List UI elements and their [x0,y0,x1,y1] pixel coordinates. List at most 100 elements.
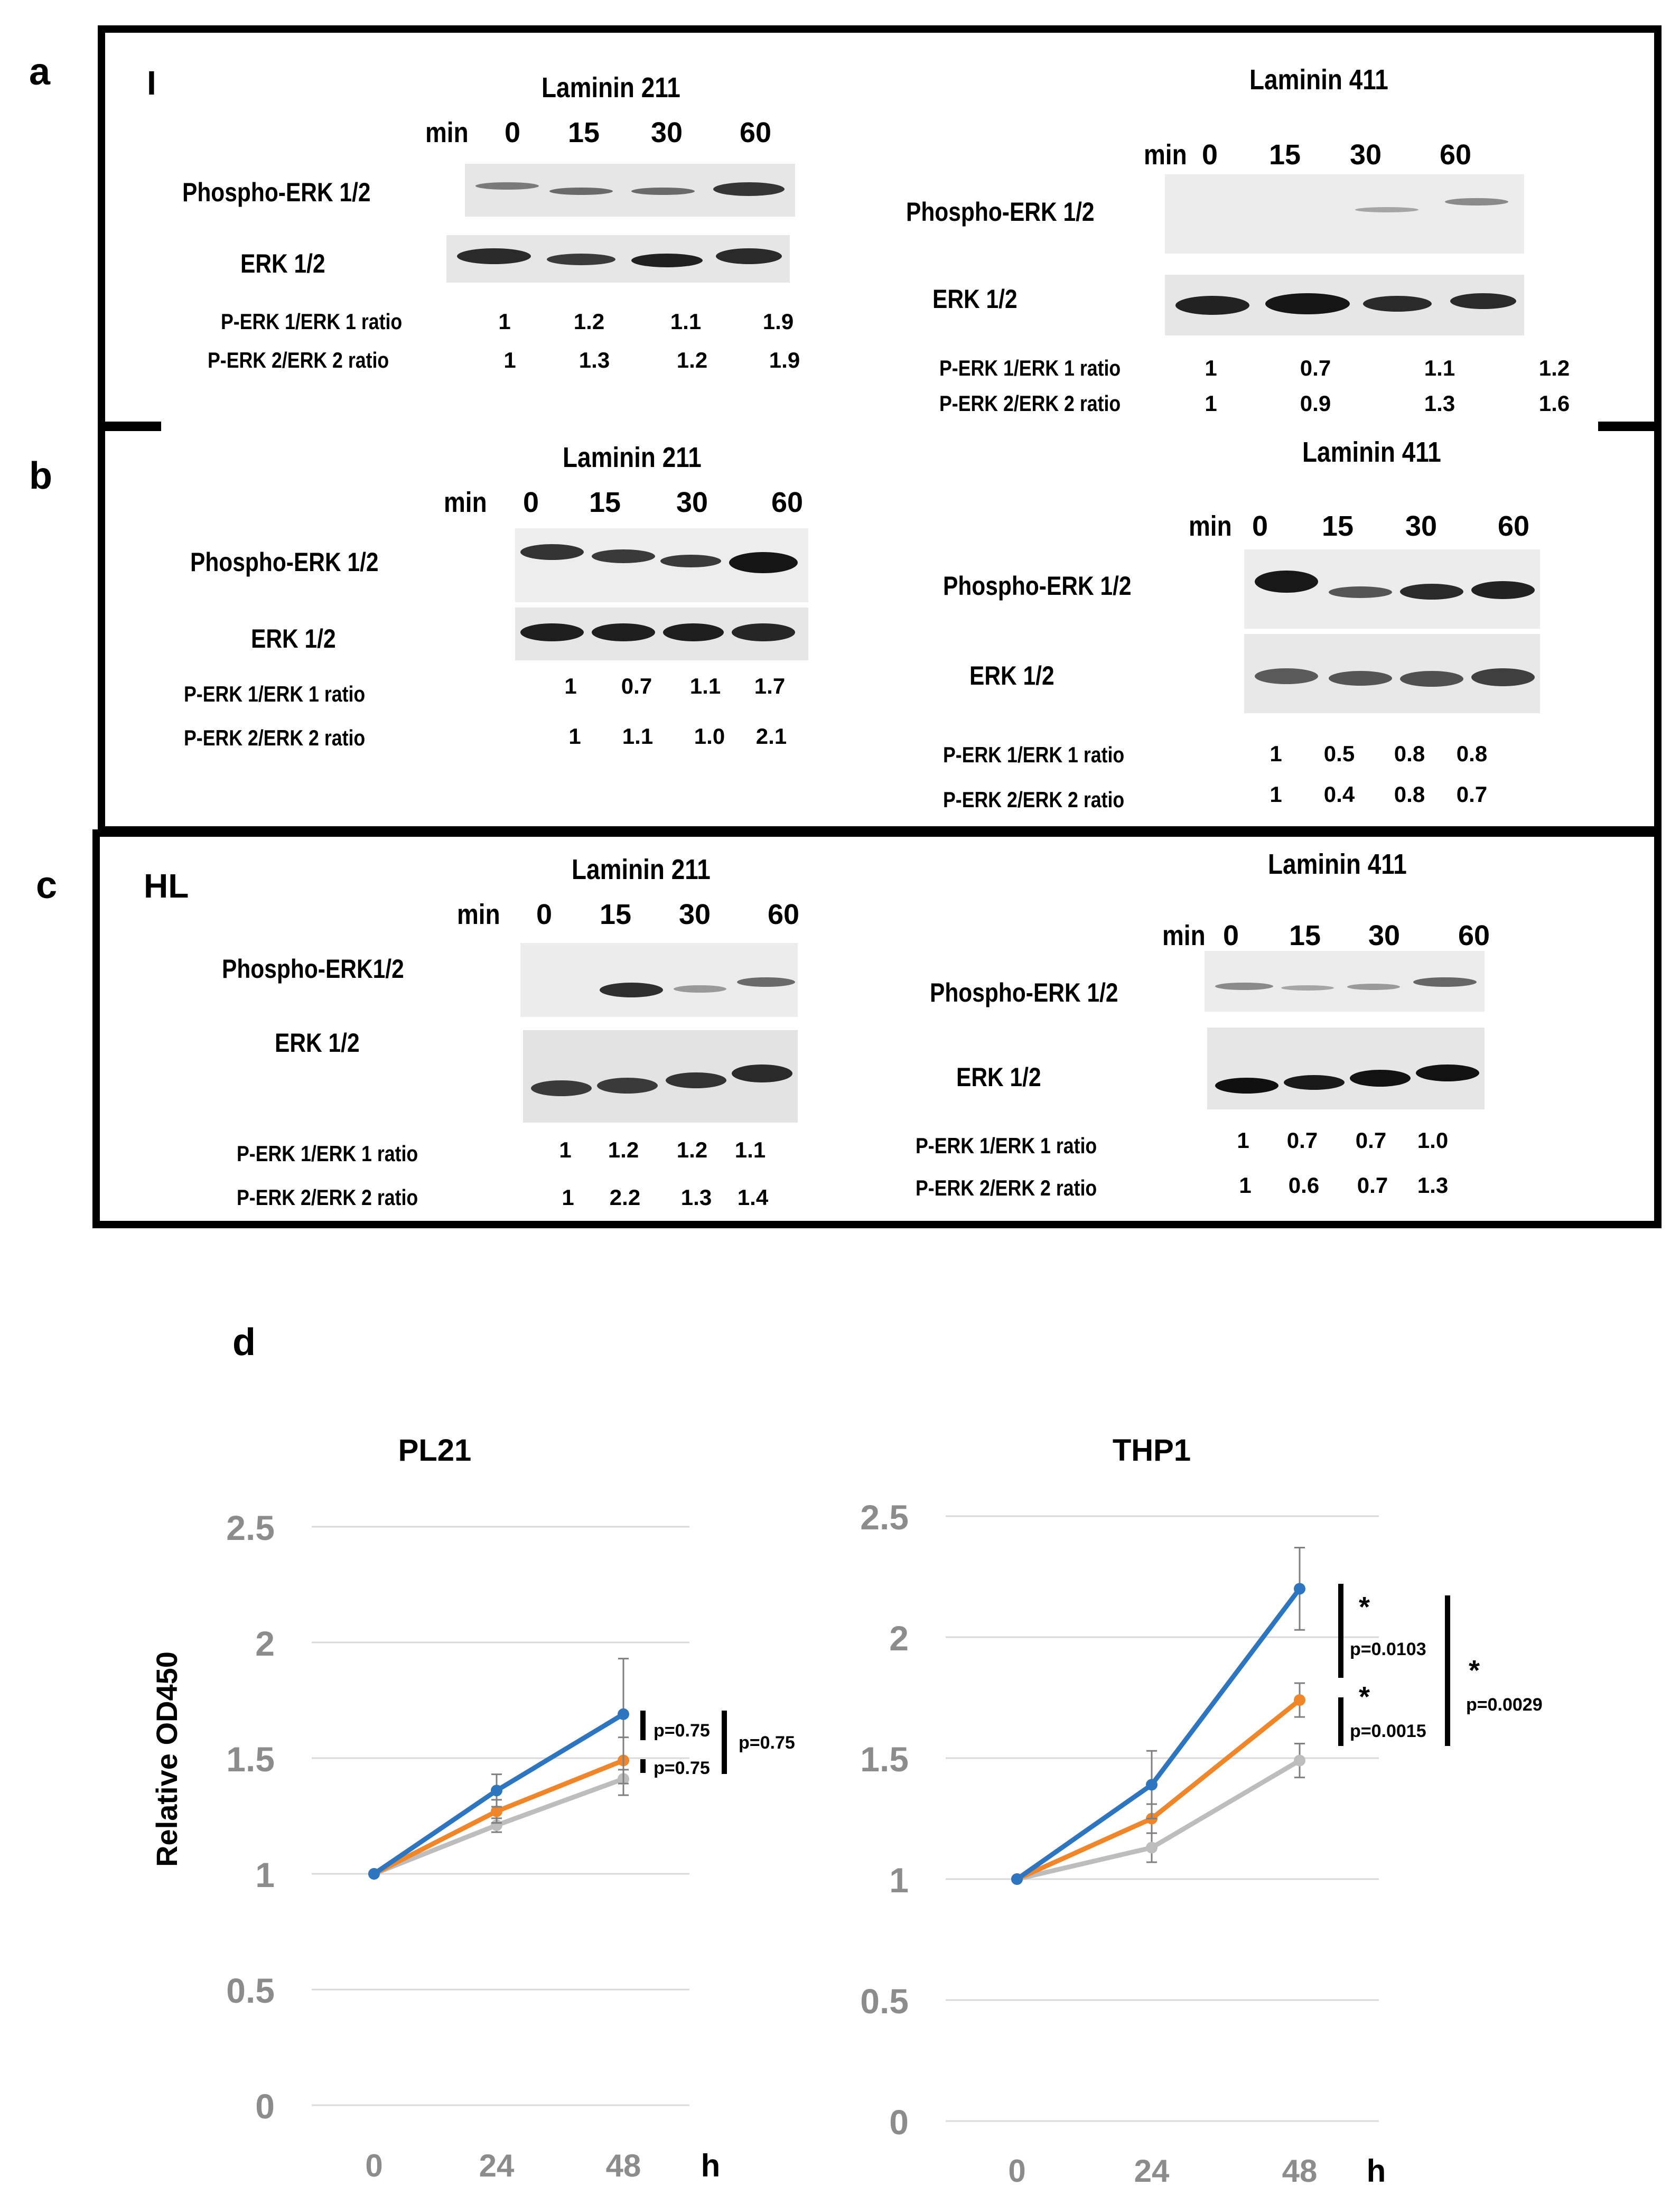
blot-title: Laminin 411 [1249,64,1388,96]
ratio-value: 1 [559,1137,572,1162]
ratio2-label: P-ERK 2/ERK 2 ratio [208,348,389,372]
ratio-value: 1 [1237,1128,1249,1153]
ratio1-label: P-ERK 1/ERK 1 ratio [237,1141,418,1166]
ratio-value: 1.2 [573,309,605,334]
timepoint: 15 [599,899,632,930]
blot-frame-c [92,829,1662,1228]
ratio-value: 1 [562,1185,574,1210]
blot-phospho-erk [515,528,808,602]
blot-phospho-erk [465,164,795,217]
ratio1-label: P-ERK 1/ERK 1 ratio [221,309,403,334]
x-tick-label: 48 [606,2148,641,2183]
erk-label: ERK 1/2 [969,661,1054,690]
timepoint: 0 [1201,139,1218,171]
phospho-erk-label: Phospho-ERK1/2 [222,954,404,984]
ratio1-label: P-ERK 1/ERK 1 ratio [939,356,1121,380]
y-tick-label: 0 [889,2103,909,2142]
erk-label: ERK 1/2 [956,1062,1041,1092]
significance-bar [1338,1584,1343,1678]
ratio2-label: P-ERK 2/ERK 2 ratio [237,1185,418,1210]
p-value-annotation: p=0.75 [739,1733,795,1753]
blot-phospho-erk [520,943,798,1017]
ratio-value: 2.1 [755,724,787,749]
panel-letter-a: a [29,51,51,93]
x-axis-unit: h [701,2148,721,2183]
ratio-value: 0.6 [1288,1173,1320,1198]
ratio-value: 1.1 [622,724,654,749]
erk-label: ERK 1/2 [275,1028,360,1058]
ratio-value: 0.8 [1394,741,1425,766]
ratio-value: 0.7 [621,674,652,698]
phospho-erk-label: Phospho-ERK 1/2 [906,197,1095,227]
significance-bar [640,1759,646,1773]
ratio2-label: P-ERK 2/ERK 2 ratio [939,391,1121,416]
blot-erk [1207,1028,1485,1109]
ratio-value: 1.3 [1417,1173,1449,1198]
y-axis-label: Relative OD450 [150,1651,183,1867]
ratio-value: 0.9 [1300,391,1331,416]
blot-title: Laminin 211 [563,442,702,473]
blot-phospho-erk [1244,549,1540,629]
ratio-value: 0.7 [1355,1128,1387,1153]
timepoint: 60 [739,117,772,148]
min-label: min [1189,510,1232,542]
timepoint: 0 [504,117,521,148]
ratio-value: 1 [498,309,511,334]
timepoint: 30 [1349,139,1382,171]
y-tick-label: 2 [889,1619,909,1658]
timepoint: 60 [1497,510,1530,542]
ratio-value: 1.0 [1417,1128,1449,1153]
timepoint: 0 [522,487,539,518]
ratio-value: 1 [1270,741,1282,766]
chart-thp1: THP1 h 0 0.5 1 1.5 2 2.5 0 24 48 * p=0.0103 * p… [860,1433,1542,2189]
ratio-value: 1.2 [1538,356,1570,380]
y-tick-label: 2.5 [226,1508,275,1547]
blot-erk [1165,275,1524,335]
data-point-blue [1294,1583,1305,1595]
timepoint: 15 [567,117,600,148]
significance-star: * [1359,1681,1370,1713]
blot-erk [446,235,790,283]
p-value-annotation: p=0.0015 [1350,1721,1426,1741]
ratio-value: 0.7 [1357,1173,1388,1198]
data-point-orange [1294,1694,1305,1706]
blot-erk [515,608,808,660]
data-point-blue [1011,1873,1023,1885]
ratio-value: 0.7 [1300,356,1331,380]
ratio-value: 2.2 [609,1185,641,1210]
erk-label: ERK 1/2 [240,249,325,278]
significance-bar [1338,1697,1343,1746]
ratio-value: 1 [1239,1173,1252,1198]
data-point-orange [491,1805,502,1817]
ratio-value: 1.3 [680,1185,712,1210]
chart-pl21: PL21 Relative OD450 h 0 0.5 1 1.5 2 2.5 0 24 48… [150,1433,795,2183]
blot-erk [1244,634,1540,713]
timepoint: 15 [1268,139,1301,171]
blot-phospho-erk [1205,951,1485,1012]
blot-title: Laminin 211 [572,854,711,885]
blot-erk [523,1030,798,1123]
panel-letter-d: d [232,1321,256,1364]
ratio1-label: P-ERK 1/ERK 1 ratio [943,742,1125,767]
ratio-value: 1.6 [1538,391,1570,416]
significance-star: * [1359,1591,1370,1623]
blot-title: Laminin 411 [1302,436,1441,468]
timepoint: 60 [771,487,804,518]
data-point-gray [1294,1754,1305,1767]
blot-title: Laminin 211 [542,72,680,104]
ratio-value: 1 [564,674,577,698]
ratio-value: 1 [1205,391,1217,416]
ratio-value: 1.1 [1424,356,1455,380]
y-tick-label: 1.5 [226,1740,275,1779]
ratio-value: 0.4 [1323,782,1355,807]
data-point-blue [491,1785,502,1797]
p-value-annotation: p=0.75 [654,1758,710,1778]
ratio-value: 1.1 [670,309,702,334]
data-point-gray [1146,1842,1158,1854]
cell-line-label-c: HL [144,867,189,905]
ratio-value: 1.1 [734,1137,766,1162]
data-point-blue [1146,1779,1158,1791]
ratio1-label: P-ERK 1/ERK 1 ratio [916,1133,1097,1158]
ratio-value: 1.0 [694,724,725,749]
chart-title: PL21 [398,1433,472,1468]
